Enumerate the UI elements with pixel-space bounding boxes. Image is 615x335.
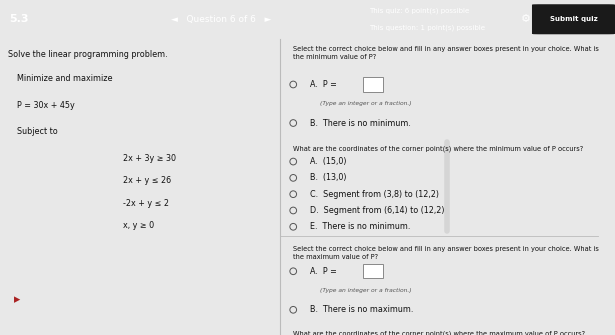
Text: This question: 1 point(s) possible: This question: 1 point(s) possible (369, 24, 485, 31)
Text: Select the correct choice below and fill in any answer boxes present in your cho: Select the correct choice below and fill… (293, 46, 599, 60)
FancyBboxPatch shape (363, 77, 383, 91)
Text: A.  P =: A. P = (310, 267, 337, 276)
Text: P = 30x + 45y: P = 30x + 45y (17, 101, 74, 110)
FancyBboxPatch shape (363, 264, 383, 278)
Text: What are the coordinates of the corner point(s) where the minimum value of P occ: What are the coordinates of the corner p… (293, 145, 584, 152)
Text: ▸: ▸ (14, 293, 20, 306)
Text: ◄   Question 6 of 6   ►: ◄ Question 6 of 6 ► (171, 15, 272, 24)
Text: 2x + 3y ≥ 30: 2x + 3y ≥ 30 (123, 154, 176, 163)
Text: -2x + y ≤ 2: -2x + y ≤ 2 (123, 199, 169, 208)
Text: 2x + y ≤ 26: 2x + y ≤ 26 (123, 177, 171, 185)
Text: Submit quiz: Submit quiz (550, 16, 598, 22)
Text: B.  There is no maximum.: B. There is no maximum. (310, 305, 413, 314)
Text: A.  (15,0): A. (15,0) (310, 157, 346, 166)
FancyBboxPatch shape (532, 4, 615, 34)
Text: This quiz: 6 point(s) possible: This quiz: 6 point(s) possible (369, 7, 469, 14)
Text: ⚙: ⚙ (521, 14, 531, 24)
Text: Select the correct choice below and fill in any answer boxes present in your cho: Select the correct choice below and fill… (293, 246, 599, 260)
Text: E.  There is no minimum.: E. There is no minimum. (310, 222, 410, 231)
Text: B.  (13,0): B. (13,0) (310, 174, 346, 182)
Text: Solve the linear programming problem.: Solve the linear programming problem. (9, 50, 168, 59)
Text: C.  Segment from (3,8) to (12,2): C. Segment from (3,8) to (12,2) (310, 190, 439, 199)
Text: 5.3: 5.3 (9, 14, 29, 24)
Text: Subject to: Subject to (17, 127, 58, 136)
Text: A.  P =: A. P = (310, 80, 337, 89)
Text: What are the coordinates of the corner point(s) where the maximum value of P occ: What are the coordinates of the corner p… (293, 331, 585, 335)
Text: D.  Segment from (6,14) to (12,2): D. Segment from (6,14) to (12,2) (310, 206, 445, 215)
Text: B.  There is no minimum.: B. There is no minimum. (310, 119, 411, 128)
Text: x, y ≥ 0: x, y ≥ 0 (123, 221, 154, 230)
Text: Minimize and maximize: Minimize and maximize (17, 74, 113, 83)
Text: (Type an integer or a fraction.): (Type an integer or a fraction.) (320, 288, 411, 293)
Text: (Type an integer or a fraction.): (Type an integer or a fraction.) (320, 101, 411, 106)
